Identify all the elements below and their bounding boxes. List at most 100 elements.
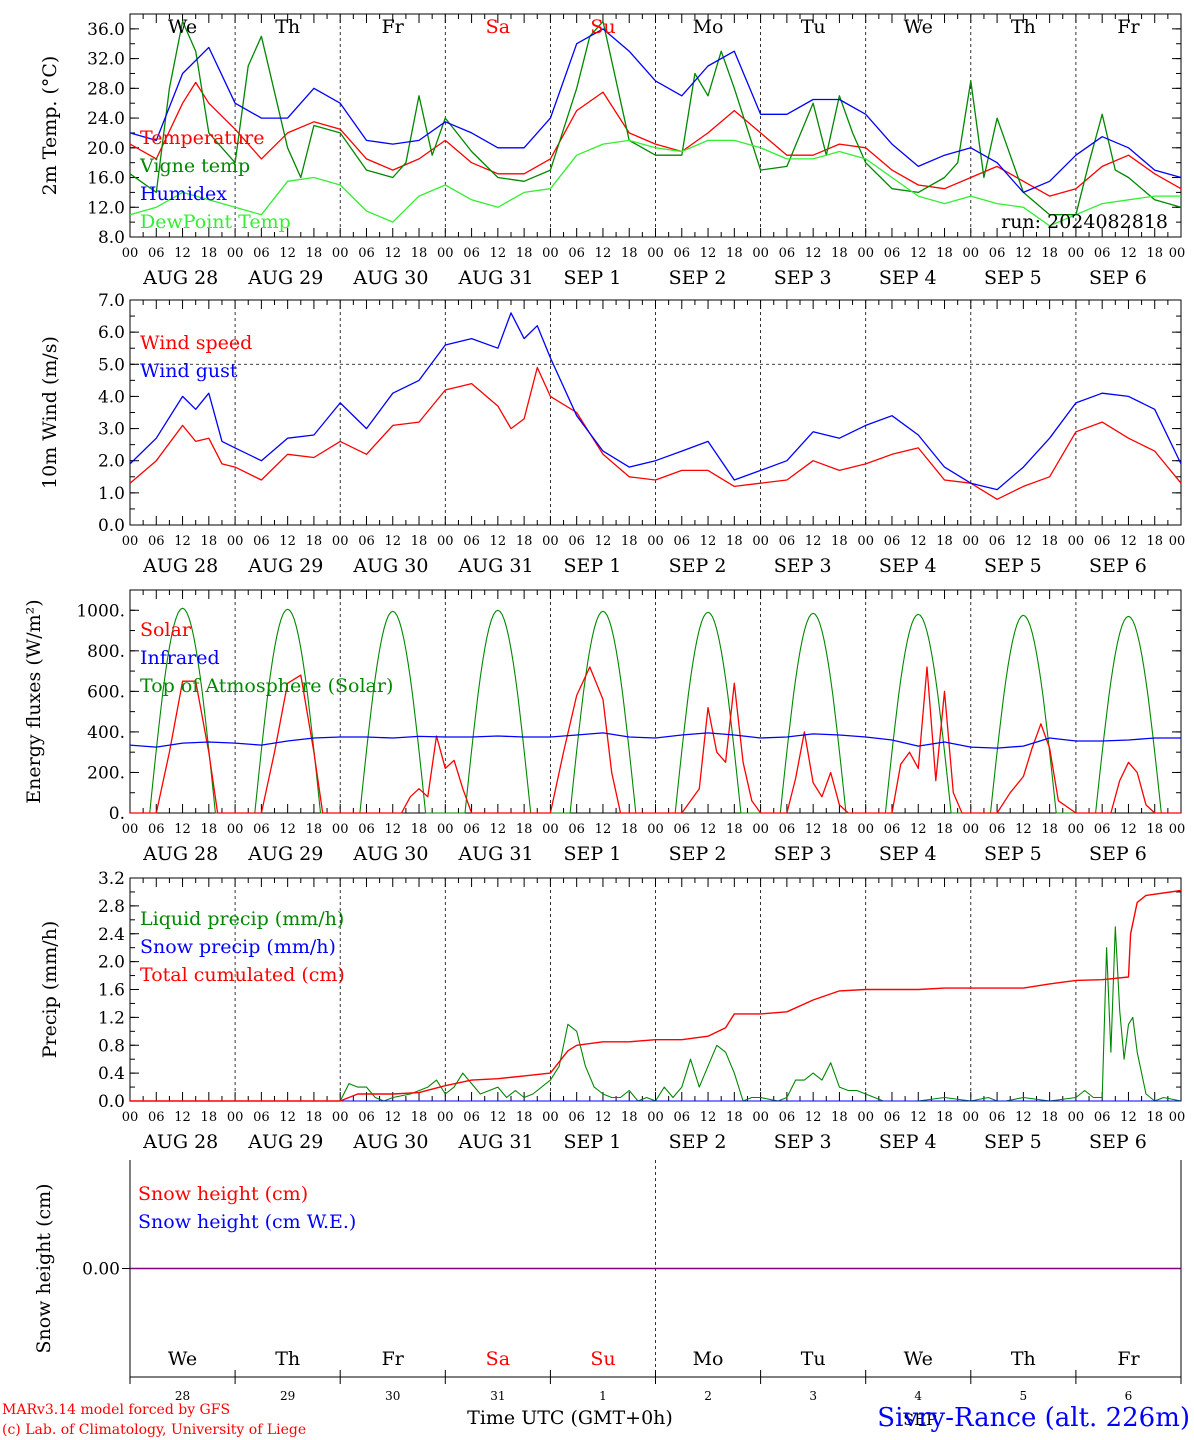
series-line-red [130, 889, 1182, 1102]
hour-tick-label: 00 [332, 534, 349, 549]
panel-2: 0.0 1.0 2.0 3.0 4.0 5.0 6.0 7.0 10m Wind (m/s) Wi… [39, 291, 1182, 536]
hour-tick-label: 00 [963, 534, 980, 549]
hour-tick-label: 12 [805, 822, 822, 837]
hour-tick-label: 06 [253, 534, 270, 549]
hour-tick-label: 12 [174, 534, 191, 549]
hour-tick-label: 06 [989, 246, 1006, 261]
hour-tick-label: 12 [174, 246, 191, 261]
y-axis-label: Precip (mm/h) [39, 921, 61, 1059]
date-label: SEP 4 [879, 555, 937, 577]
date-label: AUG 30 [352, 843, 428, 865]
date-label: SEP 2 [669, 555, 727, 577]
hour-tick-label: 06 [674, 534, 691, 549]
credit-line-2: (c) Lab. of Climatology, University of L… [2, 1422, 306, 1438]
y-tick-label: 5.0 [98, 355, 125, 375]
y-tick-label: 0.00 [82, 1260, 120, 1280]
panel-1: 8.0 12.0 16.0 20.0 24.0 28.0 32.0 36.0 2m Temp. … [39, 13, 1182, 248]
weekday-label: Tu [801, 1348, 826, 1370]
y-tick-label: 6.0 [98, 323, 125, 343]
hour-tick-label: 00 [122, 822, 139, 837]
date-label: SEP 4 [879, 1131, 937, 1153]
weekday-label: Fr [382, 16, 405, 38]
hour-tick-label: 12 [910, 822, 927, 837]
legend-entry: Solar [140, 619, 192, 641]
hour-tick-label: 00 [122, 1110, 139, 1125]
weekday-label: Su [590, 16, 615, 38]
date-label: SEP 3 [774, 267, 832, 289]
hour-tick-label: 00 [752, 1110, 769, 1125]
hour-tick-label: 00 [1068, 822, 1085, 837]
y-tick-label: 0.4 [98, 1064, 125, 1084]
hour-tick-label: 18 [1041, 534, 1058, 549]
hour-tick-label: 18 [411, 1110, 428, 1125]
date-label: AUG 31 [457, 843, 533, 865]
hour-tick-label: 00 [647, 534, 664, 549]
y-tick-label: 400. [87, 723, 125, 743]
hour-tick-label: 12 [1015, 822, 1032, 837]
hour-tick-label: 12 [174, 822, 191, 837]
y-tick-label: 32.0 [87, 50, 125, 70]
weekday-label: Tu [801, 16, 826, 38]
hour-tick-label: 18 [201, 1110, 218, 1125]
y-tick-label: 1.2 [98, 1008, 125, 1028]
plot-frame [129, 589, 1182, 814]
hour-tick-label: 18 [516, 822, 533, 837]
hour-tick-label: 00 [1169, 246, 1186, 261]
date-label: AUG 29 [247, 1131, 323, 1153]
hour-tick-label: 00 [1068, 1110, 1085, 1125]
hour-tick-label: 12 [490, 822, 507, 837]
series-line-blue [129, 732, 1181, 749]
hour-tick-label: 06 [884, 822, 901, 837]
hour-tick-label: 00 [857, 246, 874, 261]
hour-tick-label: 18 [621, 822, 638, 837]
hour-tick-label: 12 [595, 1110, 612, 1125]
hour-tick-label: 00 [752, 822, 769, 837]
hour-tick-label: 06 [779, 534, 796, 549]
hour-tick-label: 18 [831, 1110, 848, 1125]
weekday-label: Fr [1117, 16, 1140, 38]
legend-entry: Liquid precip (mm/h) [140, 908, 344, 930]
hour-tick-label: 06 [568, 534, 585, 549]
hour-tick-label: 06 [463, 822, 480, 837]
hour-tick-label: 06 [884, 534, 901, 549]
hour-tick-label: 18 [516, 246, 533, 261]
hour-tick-label: 18 [831, 246, 848, 261]
weekday-label: Th [275, 1348, 300, 1370]
y-tick-label: 0.8 [98, 1036, 125, 1056]
legend-entry: Temperature [140, 127, 264, 149]
date-label: SEP 6 [1089, 267, 1147, 289]
hour-tick-label: 00 [1068, 246, 1085, 261]
hour-tick-label: 06 [674, 1110, 691, 1125]
date-label: AUG 28 [142, 843, 218, 865]
hour-tick-label: 18 [936, 246, 953, 261]
hour-tick-label: 06 [1094, 534, 1111, 549]
hour-tick-label: 12 [1015, 534, 1032, 549]
y-tick-label: 1.0 [98, 484, 125, 504]
y-tick-label: 800. [87, 642, 125, 662]
y-axis-label: 2m Temp. (°C) [39, 56, 61, 196]
hour-tick-label: 12 [174, 1110, 191, 1125]
date-label: AUG 29 [247, 267, 323, 289]
y-tick-label: 2.8 [98, 897, 125, 917]
hour-tick-label: 18 [1146, 534, 1163, 549]
series-line-red [130, 666, 1181, 814]
hour-tick-label: 00 [647, 246, 664, 261]
series-line-blue [129, 312, 1182, 491]
hour-tick-label: 18 [936, 1110, 953, 1125]
y-tick-label: 0.0 [98, 516, 125, 536]
location-label: Sivry-Rance (alt. 226m) [877, 1403, 1190, 1433]
y-tick-label: 24.0 [87, 109, 125, 129]
hour-tick-label: 00 [542, 246, 559, 261]
hour-tick-label: 18 [306, 534, 323, 549]
weekday-label: Mo [693, 1348, 724, 1370]
hour-tick-label: 06 [568, 246, 585, 261]
hour-tick-label: 00 [647, 1110, 664, 1125]
hour-tick-label: 06 [463, 246, 480, 261]
y-tick-label: 12.0 [87, 198, 125, 218]
legend-entry: Wind gust [140, 360, 238, 382]
hour-tick-label: 12 [1015, 1110, 1032, 1125]
y-tick-label: 1.6 [98, 981, 125, 1001]
date-label: AUG 28 [142, 555, 218, 577]
hour-tick-label: 00 [227, 822, 244, 837]
